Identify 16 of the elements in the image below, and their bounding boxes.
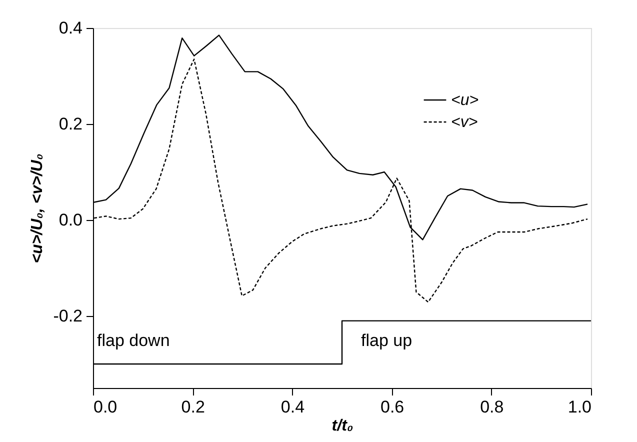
x-tick-label: 0.2 (181, 398, 205, 416)
x-tick-label: 0.6 (380, 398, 404, 416)
y-tick-label: 0.2 (58, 114, 82, 134)
legend-label: <v> (451, 114, 478, 131)
x-tick-label: 0.8 (480, 398, 504, 416)
y-tick-label: 0.0 (58, 210, 82, 230)
legend-label: <u> (451, 92, 479, 109)
y-tick-label: 0.4 (58, 18, 82, 38)
x-tick-label: 0.4 (280, 398, 305, 416)
annotation: flap down (97, 331, 170, 350)
y-axis-title: <u>/U₀, <v>/U₀ (29, 154, 46, 264)
x-tick-label: 1.0 (568, 398, 592, 416)
x-tick-label: 0.0 (94, 398, 118, 416)
y-tick-label: -0.2 (53, 306, 82, 326)
x-axis-title: t/t₀ (332, 418, 354, 434)
annotation: flap up (361, 331, 412, 350)
